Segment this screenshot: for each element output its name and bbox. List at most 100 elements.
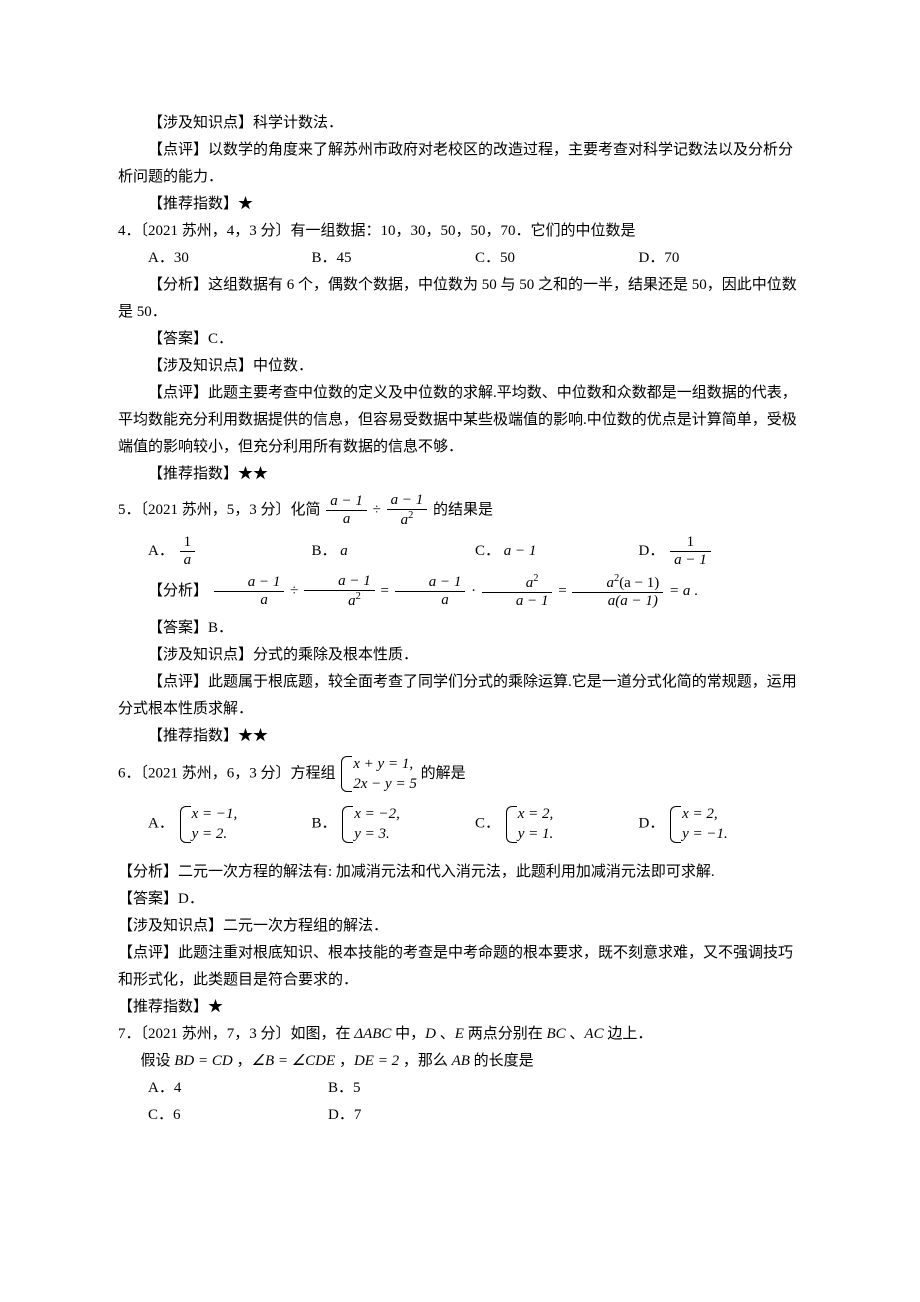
q6-rec: 【推荐指数】★ <box>118 994 802 1021</box>
q5-eq2: = <box>558 583 570 599</box>
prev-rec: 【推荐指数】★ <box>118 191 802 218</box>
q6-b-sys: x = −2, y = 3. <box>340 804 400 845</box>
q7-s1-ac: AC <box>584 1026 603 1042</box>
q6-b-label: B． <box>312 816 337 832</box>
q5-know: 【涉及知识点】分式的乘除及根本性质． <box>118 642 802 669</box>
q7-choice-b: B．5 <box>328 1075 508 1102</box>
q5-choice-b: B． a <box>312 538 476 565</box>
q6-choice-c: C． x = 2, y = 1. <box>475 804 639 845</box>
q6-a-sys: x = −1, y = 2. <box>178 804 238 845</box>
q7-choice-c: C．6 <box>148 1102 328 1129</box>
q6-answer: 【答案】D． <box>118 886 802 913</box>
q4-stem: 4．〔2021 苏州，4，3 分〕有一组数据：10，30，50，50，70．它们… <box>118 218 802 245</box>
q6-d-label: D． <box>639 816 665 832</box>
q6-stem-post: 的解是 <box>421 765 466 781</box>
q7-s1-sep: 、 <box>436 1026 455 1042</box>
q7-s1-pre: 7．〔2021 苏州，7，3 分〕如图，在 <box>118 1026 354 1042</box>
q5-ping: 【点评】此题属于根底题，较全面考查了同学们分式的乘除运算.它是一道分式化简的常规… <box>118 669 802 723</box>
q6-b1: x = −2, <box>354 804 400 824</box>
q7-s2-end: 的长度是 <box>470 1053 534 1069</box>
q5-stem-post: 的结果是 <box>433 502 493 518</box>
q5-s1a: a − 1 a <box>214 574 285 610</box>
q7-choice-d: D．7 <box>328 1102 508 1129</box>
q7-s2-eq1: BD = CD <box>174 1053 232 1069</box>
q7-choices-row1: A．4 B．5 <box>118 1075 508 1102</box>
q6-c2: y = 1. <box>518 824 554 844</box>
q7-s1-e: E <box>455 1026 464 1042</box>
q5-s2b-num: a2 <box>482 573 553 593</box>
q6-d-sys: x = 2, y = −1. <box>668 804 728 845</box>
q7-s2-c3: ，那么 <box>399 1053 452 1069</box>
q4-know: 【涉及知识点】中位数． <box>118 353 802 380</box>
q5-choice-a: A． 1 a <box>148 534 312 570</box>
q6-choice-a: A． x = −1, y = 2. <box>148 804 312 845</box>
q5-analysis-label: 【分析】 <box>148 583 208 599</box>
q4-choice-b: B．45 <box>312 245 476 272</box>
q5-s1b: a − 1 a2 <box>304 573 375 611</box>
q4-answer: 【答案】C． <box>118 326 802 353</box>
q5-choice-d: D． 1 a − 1 <box>639 534 803 570</box>
q5-a-label: A． <box>148 543 174 559</box>
q6-ping: 【点评】此题注重对根底知识、根本技能的考查是中考命题的根本要求，既不刻意求难，又… <box>118 940 802 994</box>
q7-s2-ab: AB <box>452 1053 470 1069</box>
q5-s1b-den-base: a <box>348 593 356 609</box>
q4-choice-c: C．50 <box>475 245 639 272</box>
q7-s2-c1: ， <box>233 1053 252 1069</box>
q5-analysis: 【分析】 a − 1 a ÷ a − 1 a2 = a − 1 a · a2 a… <box>118 573 802 611</box>
q5-b-label: B． <box>312 543 337 559</box>
q5-choices: A． 1 a B． a C． a − 1 D． 1 a − 1 <box>118 534 802 570</box>
q5-s3: a2(a − 1) a(a − 1) <box>572 573 663 611</box>
q5-dot: · <box>471 583 480 599</box>
q7-s1-sep2: 、 <box>566 1026 585 1042</box>
q5-s2b: a2 a − 1 <box>482 573 553 611</box>
q6-c-sys: x = 2, y = 1. <box>504 804 554 845</box>
q5-d-den: a − 1 <box>670 552 711 569</box>
q6-d1: x = 2, <box>682 804 728 824</box>
q6-d2: y = −1. <box>682 824 728 844</box>
q5-c-label: C． <box>475 543 500 559</box>
q5-s2a-den: a <box>395 592 466 609</box>
prev-ping: 【点评】以数学的角度来了解苏州市政府对老校区的改造过程，主要考查对科学记数法以及… <box>118 137 802 191</box>
q5-s3-num: a2(a − 1) <box>572 573 663 593</box>
q7-s1-d: D <box>425 1026 436 1042</box>
q7-stem1: 7．〔2021 苏州，7，3 分〕如图，在 ΔABC 中，D 、E 两点分别在 … <box>118 1021 802 1048</box>
q5-final-period: . <box>694 583 698 599</box>
prev-knowledge: 【涉及知识点】科学计数法． <box>118 110 802 137</box>
q7-s2-eq3: DE = 2 <box>354 1053 399 1069</box>
q5-eq1: = <box>381 583 393 599</box>
q6-c-label: C． <box>475 816 500 832</box>
q4-rec: 【推荐指数】★★ <box>118 461 802 488</box>
q5-s1b-den: a2 <box>304 591 375 610</box>
q5-frac2-den-base: a <box>401 512 409 528</box>
q6-choices: A． x = −1, y = 2. B． x = −2, y = 3. C． x… <box>118 804 802 845</box>
q5-frac1: a − 1 a <box>326 493 367 529</box>
q5-answer: 【答案】B． <box>118 615 802 642</box>
q5-a-num: 1 <box>180 534 196 552</box>
q7-s2-pre: 假设 <box>141 1053 175 1069</box>
q5-a-frac: 1 a <box>180 534 196 570</box>
q6-know: 【涉及知识点】二元一次方程组的解法． <box>118 913 802 940</box>
q6-sys-r1: x + y = 1, <box>353 754 417 774</box>
q4-choice-a: A．30 <box>148 245 312 272</box>
q6-sys-r2: 2x − y = 5 <box>353 774 417 794</box>
q5-s2a: a − 1 a <box>395 574 466 610</box>
q7-stem2: 假设 BD = CD ，∠B = ∠CDE ，DE = 2 ，那么 AB 的长度… <box>118 1048 802 1075</box>
q5-s2a-num: a − 1 <box>395 574 466 592</box>
q7-s1-post: 两点分别在 <box>464 1026 547 1042</box>
q7-s1-mid: 中， <box>391 1026 425 1042</box>
q5-s3-num-post: (a − 1) <box>619 575 659 591</box>
q7-s1-tri: ΔABC <box>354 1026 391 1042</box>
q7-s2-eq2: ∠B = ∠CDE <box>252 1053 336 1069</box>
q5-s1b-num: a − 1 <box>304 573 375 591</box>
q5-s1b-den-sup: 2 <box>356 591 361 602</box>
q5-s1a-num: a − 1 <box>214 574 285 592</box>
q5-frac2-den: a2 <box>387 510 428 529</box>
q5-s3-den: a(a − 1) <box>572 593 663 610</box>
q5-s3-num-pre: a <box>606 575 614 591</box>
q7-choices-row2: C．6 D．7 <box>118 1102 508 1129</box>
q5-a-den: a <box>180 552 196 569</box>
q5-choice-c: C． a − 1 <box>475 538 639 565</box>
q5-s1a-den: a <box>214 592 285 609</box>
q4-ping: 【点评】此题主要考查中位数的定义及中位数的求解.平均数、中位数和众数都是一组数据… <box>118 380 802 461</box>
q5-stem-pre: 5．〔2021 苏州，5，3 分〕化简 <box>118 502 324 518</box>
